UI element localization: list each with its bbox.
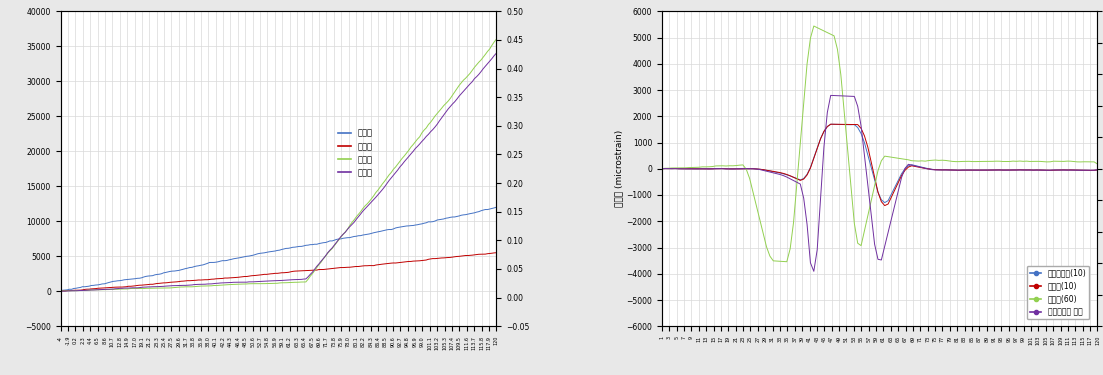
Legend: 채널답, 채널닶, 채널닷, 채널닸: 채널답, 채널닶, 채널닷, 채널닸 (335, 125, 376, 181)
Y-axis label: 변형률 (microstrain): 변형률 (microstrain) (614, 130, 623, 207)
Legend: 베이스볼드(10), 타이어(10), 타이어(60), 아이타이어 센서: 베이스볼드(10), 타이어(10), 타이어(60), 아이타이어 센서 (1027, 266, 1090, 319)
